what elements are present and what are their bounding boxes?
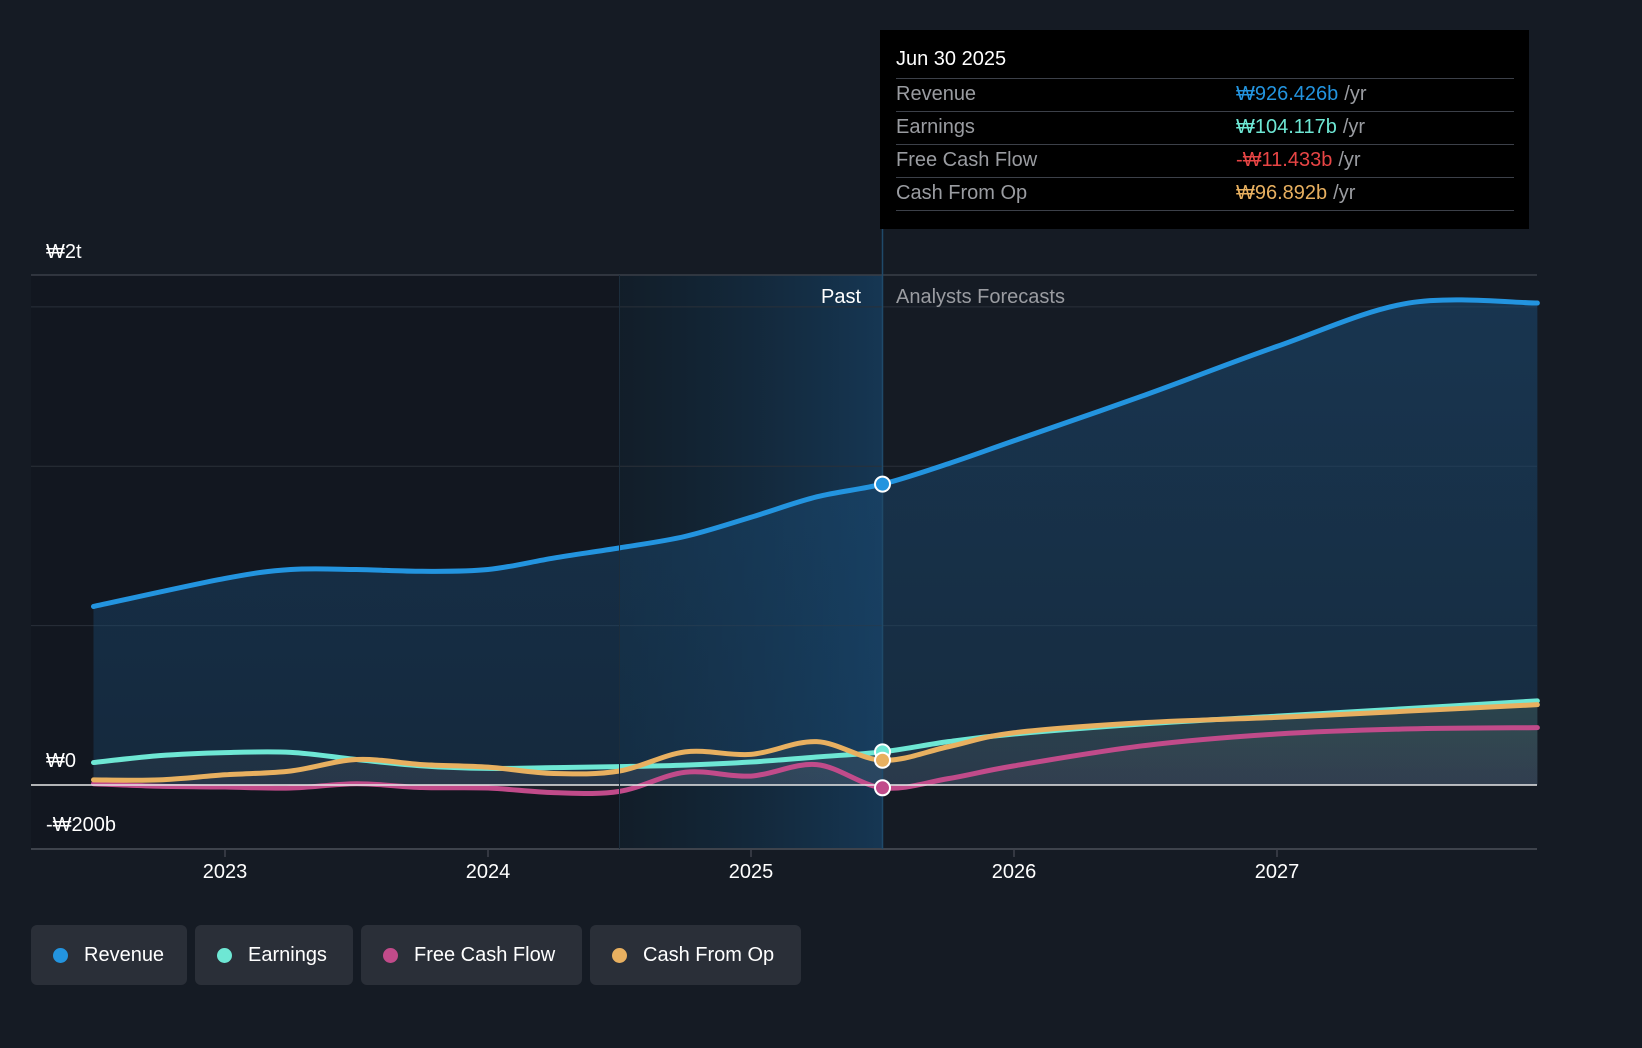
x-tick-label: 2024 xyxy=(465,861,511,883)
tooltip-label: Free Cash Flow xyxy=(896,149,1038,171)
area-revenue xyxy=(93,299,1538,785)
tooltip-value: ₩926.426b xyxy=(1236,83,1339,105)
chart-canvas xyxy=(31,229,1540,857)
tooltip-date: Jun 30 2025 xyxy=(896,44,1514,79)
tooltip-unit: /yr xyxy=(1338,149,1361,171)
tooltip-unit: /yr xyxy=(1344,83,1367,105)
y-label-2t: ₩2t xyxy=(46,241,82,263)
legend-item-cash-from-op[interactable]: Cash From Op xyxy=(590,925,801,985)
tooltip-unit: /yr xyxy=(1342,116,1366,138)
tooltip-row-revenue: Revenue ₩926.426b /yr xyxy=(896,79,1514,112)
tooltip-value: ₩96.892b xyxy=(1236,182,1328,204)
y-label-0: ₩0 xyxy=(46,750,76,772)
tooltip-row-cash-from-op: Cash From Op ₩96.892b /yr xyxy=(896,178,1514,211)
x-tick-label: 2026 xyxy=(991,861,1037,883)
marker-cash-from-op xyxy=(874,751,891,769)
tooltip-unit: /yr xyxy=(1333,182,1356,204)
marker-revenue xyxy=(874,475,891,493)
tooltip-value: ₩104.117b xyxy=(1236,116,1337,138)
legend-label: Cash From Op xyxy=(643,943,775,966)
line-cash-from-op xyxy=(91,702,1540,783)
x-tick-label: 2027 xyxy=(1254,861,1300,883)
tooltip-label: Cash From Op xyxy=(896,182,1028,204)
line-revenue xyxy=(91,297,1540,609)
x-tick-label: 2023 xyxy=(202,861,248,883)
area-cash-from-op xyxy=(93,704,1538,785)
tooltip-row-earnings: Earnings ₩104.117b /yr xyxy=(896,112,1514,145)
revenue-dot-icon xyxy=(53,947,68,963)
y-label-minus-200b: -₩200b xyxy=(46,814,117,836)
legend-label: Earnings xyxy=(248,943,327,966)
legend: Revenue Earnings Free Cash Flow Cash Fro… xyxy=(31,925,801,985)
cash-from-op-dot-icon xyxy=(612,947,627,963)
earnings-dot-icon xyxy=(217,947,232,963)
past-label: Past xyxy=(821,286,862,308)
x-tick-label: 2025 xyxy=(728,861,774,883)
tooltip-label: Earnings xyxy=(896,116,975,138)
tooltip-label: Revenue xyxy=(896,83,977,105)
legend-item-earnings[interactable]: Earnings xyxy=(195,925,353,985)
legend-label: Revenue xyxy=(84,943,165,966)
tooltip-row-free-cash-flow: Free Cash Flow -₩11.433b /yr xyxy=(896,145,1514,178)
tooltip: Jun 30 2025 Revenue ₩926.426b /yr Earnin… xyxy=(880,30,1529,229)
line-free-cash-flow xyxy=(91,725,1540,796)
legend-item-free-cash-flow[interactable]: Free Cash Flow xyxy=(361,925,582,985)
legend-label: Free Cash Flow xyxy=(414,943,556,966)
forecast-label: Analysts Forecasts xyxy=(896,286,1065,308)
tooltip-value: -₩11.433b xyxy=(1236,149,1333,171)
free-cash-flow-dot-icon xyxy=(383,947,398,963)
legend-item-revenue[interactable]: Revenue xyxy=(31,925,187,985)
marker-free-cash-flow xyxy=(874,779,891,797)
